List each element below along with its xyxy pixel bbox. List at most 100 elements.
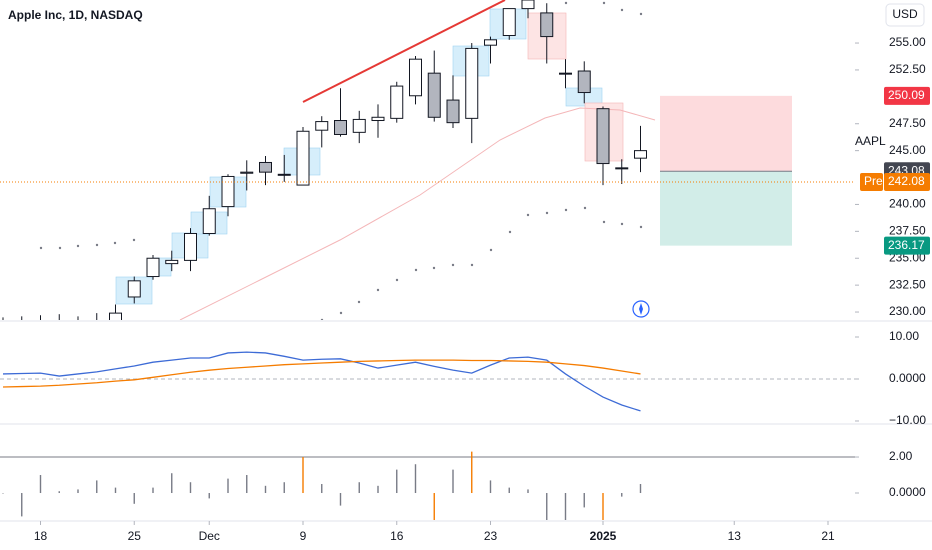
candle-body <box>559 72 572 75</box>
price-tag-label: 250.09 <box>888 88 925 102</box>
overlay-decor <box>39 0 656 320</box>
candle-body <box>184 232 197 261</box>
candle-body <box>109 312 122 320</box>
candle-body <box>390 85 404 119</box>
histogram-bar <box>302 457 304 494</box>
candle-body <box>371 116 385 122</box>
histogram-bar <box>527 489 529 494</box>
indicator-line <box>2 351 641 412</box>
y-tick-label: 10.00 <box>889 329 919 343</box>
histogram-bar <box>39 475 42 494</box>
histogram-bar <box>396 469 398 494</box>
y-tick-label: −10.00 <box>889 413 926 427</box>
histogram-bar <box>264 485 267 494</box>
histogram-bar <box>358 482 360 494</box>
stop-zone <box>660 95 792 172</box>
histogram-bar <box>639 484 642 494</box>
x-tick-label: 16 <box>390 529 404 543</box>
premarket-tag-label: Pre <box>864 174 883 188</box>
candle-body <box>202 208 216 234</box>
price-tag-label: 242.08 <box>888 174 925 188</box>
candle-body <box>127 280 141 298</box>
y-tick-label: 252.50 <box>889 62 926 76</box>
x-tick-label: 18 <box>34 529 48 543</box>
currency-button[interactable] <box>885 3 925 27</box>
candle-body <box>315 121 329 131</box>
candle-body <box>634 150 647 159</box>
histogram-bar <box>58 491 60 494</box>
price-tag <box>884 236 930 255</box>
candle-body <box>409 58 422 97</box>
y-tick-label: 240.00 <box>889 197 926 211</box>
histogram-bar <box>133 493 135 504</box>
chart-title: Apple Inc, 1D, NASDAQ <box>8 8 143 22</box>
y-tick-label: 255.00 <box>889 35 926 49</box>
y-tick-label: 232.50 <box>889 277 926 291</box>
candle-body <box>277 173 291 176</box>
currency-label[interactable]: USD <box>892 7 918 21</box>
y-tick-label: 0.0000 <box>889 485 926 499</box>
y-tick-label: 245.00 <box>889 143 926 157</box>
histogram-bar <box>546 493 548 520</box>
pane <box>0 0 855 334</box>
pane <box>0 451 855 520</box>
candle-body <box>352 118 366 133</box>
histogram-bar <box>283 482 285 494</box>
y-tick-label: 247.50 <box>889 116 926 130</box>
candle-body <box>35 323 47 334</box>
histogram-bar <box>2 493 4 494</box>
price-tag <box>884 173 930 192</box>
x-tick-label: Dec <box>199 529 220 543</box>
candle-body <box>72 323 84 329</box>
histogram-bar <box>77 489 79 494</box>
candle-body <box>540 12 554 38</box>
histogram-bar <box>21 493 23 517</box>
candle-body <box>465 47 479 119</box>
candle-body <box>334 120 347 135</box>
histogram-bar <box>208 493 210 499</box>
compass-icon[interactable] <box>632 300 650 318</box>
target-zone <box>660 171 792 246</box>
y-tick-label: 0.0000 <box>889 371 926 385</box>
candle-body <box>0 325 9 331</box>
histogram-bar <box>621 493 623 497</box>
histogram-bar <box>114 487 117 494</box>
x-tick-label: 21 <box>821 529 835 543</box>
price-tag <box>884 86 930 105</box>
candle-body <box>165 259 179 265</box>
candle-body <box>259 161 272 173</box>
candle-body <box>446 99 460 124</box>
histogram-bar <box>564 493 567 520</box>
histogram-bar <box>152 487 154 494</box>
histogram-bar <box>96 480 98 494</box>
candle-body <box>484 39 497 46</box>
candle-body <box>521 0 535 10</box>
histogram-bar <box>414 464 417 494</box>
candle-body <box>16 328 28 333</box>
candle-body <box>240 171 254 174</box>
histogram-bar <box>171 473 173 494</box>
x-tick-label: 9 <box>300 529 307 543</box>
premarket-tag <box>860 173 883 192</box>
x-tick-label: 2025 <box>590 529 617 543</box>
candle-body <box>577 70 591 94</box>
histogram-bar <box>602 493 604 520</box>
histogram-bar <box>452 469 454 494</box>
candle-body <box>91 324 103 326</box>
histogram-bar <box>508 487 510 494</box>
candle-body <box>596 108 610 165</box>
histogram-bar <box>471 451 473 494</box>
candle-body <box>53 325 65 328</box>
histogram-bar <box>339 493 342 506</box>
symbol-label: AAPL <box>855 134 886 148</box>
histogram-bar <box>189 482 192 494</box>
candle-body <box>221 175 235 208</box>
x-tick-label: 13 <box>728 529 742 543</box>
histogram-bar <box>433 493 435 520</box>
y-tick-label: 230.00 <box>889 304 926 318</box>
candle-body <box>615 167 629 170</box>
indicator-line <box>2 359 641 388</box>
histogram-bar <box>489 480 492 494</box>
histogram-bar <box>246 475 248 494</box>
